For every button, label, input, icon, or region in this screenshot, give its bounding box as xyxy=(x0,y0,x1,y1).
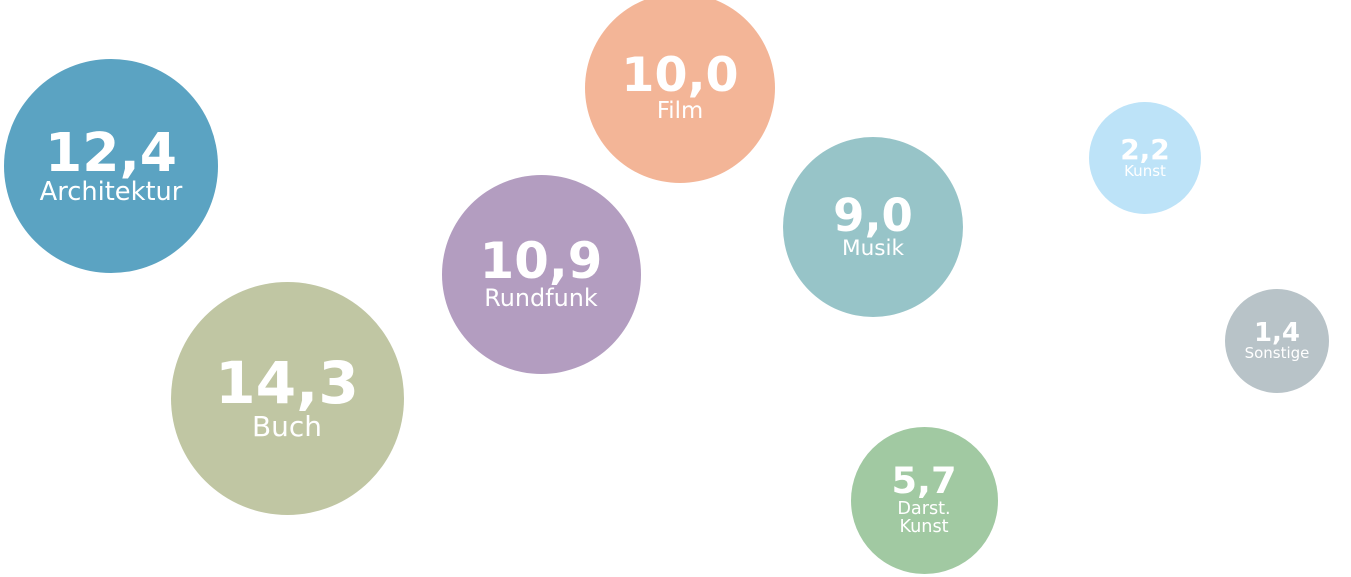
category-label: Musik xyxy=(841,236,905,262)
bubble: 10,9 Rundfunk xyxy=(441,174,641,374)
value-label: 1,4 xyxy=(1253,318,1301,349)
value-label: 10,9 xyxy=(479,231,603,290)
value-label: 10,0 xyxy=(621,48,739,104)
bubble: 14,3 Buch xyxy=(170,281,404,515)
category-label: Buch xyxy=(252,410,322,444)
bubble: 10,0 Film xyxy=(585,0,775,183)
category-label: Rundfunk xyxy=(484,284,598,313)
bubble: 12,4 Architektur xyxy=(4,59,218,273)
category-label: Film xyxy=(656,97,704,124)
value-label: 14,3 xyxy=(215,349,359,418)
bubble: 1,4 Sonstige xyxy=(1225,289,1329,393)
value-label: 2,2 xyxy=(1120,133,1170,167)
category-label: Kunst xyxy=(1124,162,1166,181)
value-label: 5,7 xyxy=(891,459,957,503)
value-label: 12,4 xyxy=(45,120,177,184)
bubble: 5,7 Darst. Kunst xyxy=(850,426,998,574)
category-label: Darst. Kunst xyxy=(897,498,951,538)
category-label: Sonstige xyxy=(1244,344,1310,363)
value-label: 9,0 xyxy=(833,189,913,243)
bubble: 9,0 Musik xyxy=(783,137,963,317)
bubble: 2,2 Kunst xyxy=(1089,102,1201,214)
category-label: Architektur xyxy=(39,177,183,208)
